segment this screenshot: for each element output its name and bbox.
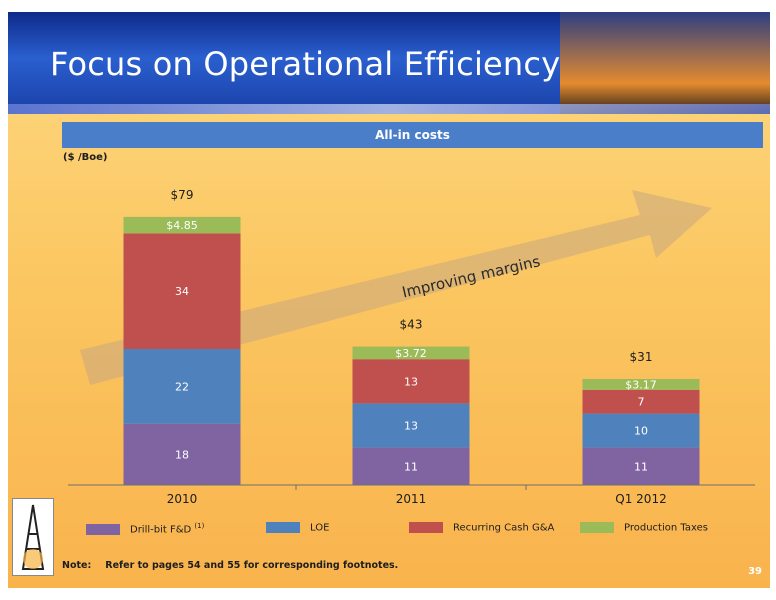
legend-item-drillbit: Drill-bit F&D (1) — [86, 522, 204, 538]
bar-segment-drillbit-0 — [123, 423, 241, 485]
bar-label-loe-1: 13 — [404, 420, 418, 433]
x-tick-label-0: 2010 — [167, 492, 198, 506]
legend-label-taxes: Production Taxes — [624, 522, 708, 534]
legend-label-gna: Recurring Cash G&A — [453, 522, 555, 534]
bar-label-drillbit-0: 18 — [175, 448, 189, 461]
bar-segment-loe-0 — [123, 349, 241, 424]
x-tick-label-2: Q1 2012 — [615, 492, 666, 506]
legend-label-loe: LOE — [310, 522, 330, 534]
bar-label-drillbit-1: 11 — [404, 460, 418, 473]
x-axis-ticks: 2010 2011 Q1 2012 — [167, 485, 667, 506]
bar-label-loe-0: 22 — [175, 380, 189, 393]
legend-swatch-loe — [266, 522, 300, 533]
bar-segment-taxes-2 — [582, 379, 700, 390]
bar-segment-drillbit-1 — [352, 447, 470, 485]
bar-label-taxes-2: $3.17 — [625, 378, 657, 391]
page-number: 39 — [748, 566, 762, 577]
bar-label-gna-2: 7 — [638, 396, 645, 409]
bar-label-gna-1: 13 — [404, 375, 418, 388]
bar-label-taxes-1: $3.72 — [395, 347, 427, 360]
bar-label-gna-0: 34 — [175, 285, 189, 298]
bar-total-label-1: $43 — [400, 318, 423, 332]
bars-group: 18 22 34 $4.85 $79 11 13 13 $3.72 $43 11 10 7 $3.17 $3… — [123, 188, 700, 485]
bar-segment-loe-2 — [582, 413, 700, 448]
bar-segment-taxes-1 — [352, 346, 470, 360]
bar-segment-gna-2 — [582, 389, 700, 414]
bar-segment-gna-1 — [352, 359, 470, 404]
header-divider — [8, 104, 770, 114]
legend-item-gna: Recurring Cash G&A — [409, 522, 554, 538]
company-logo — [12, 498, 54, 576]
legend-swatch-taxes — [580, 522, 614, 533]
note-label: Note: — [62, 560, 92, 571]
derrick-logo-icon — [21, 504, 45, 570]
legend-footnote-marker: (1) — [194, 522, 205, 530]
oil-rig-photo — [560, 12, 770, 114]
chart-subtitle: All-in costs — [62, 122, 763, 148]
legend-label-drillbit: Drill-bit F&D — [130, 524, 192, 536]
legend-item-taxes: Production Taxes — [580, 522, 708, 538]
bar-segment-loe-1 — [352, 403, 470, 448]
bar-total-label-2: $31 — [630, 350, 653, 364]
legend-item-loe: LOE — [266, 522, 329, 538]
unit-label: ($ /Boe) — [63, 152, 108, 163]
bar-segment-drillbit-2 — [582, 447, 700, 485]
note-text: Refer to pages 54 and 55 for correspondi… — [105, 560, 399, 571]
bar-segment-gna-0 — [123, 233, 241, 349]
footnote: Note: Refer to pages 54 and 55 for corres… — [62, 560, 398, 571]
x-tick-label-1: 2011 — [396, 492, 427, 506]
bar-label-drillbit-2: 11 — [634, 460, 648, 473]
bar-label-taxes-0: $4.85 — [166, 219, 198, 232]
bar-total-label-0: $79 — [171, 188, 194, 202]
page-title: Focus on Operational Efficiency — [50, 45, 561, 83]
legend-swatch-drillbit — [86, 523, 120, 535]
bar-segment-taxes-0 — [123, 216, 241, 234]
bar-label-loe-2: 10 — [634, 425, 648, 438]
legend-swatch-gna — [409, 522, 443, 533]
